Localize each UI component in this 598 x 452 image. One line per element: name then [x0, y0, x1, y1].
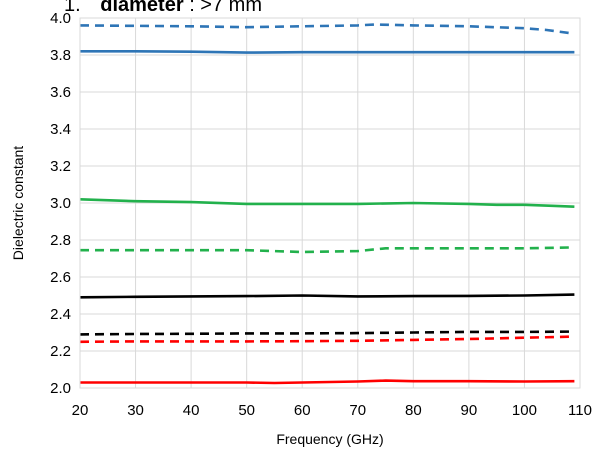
x-tick-label: 110 [568, 402, 592, 419]
y-tick-label: 2.0 [50, 380, 71, 397]
x-tick-label: 60 [294, 402, 311, 419]
y-tick-labels: 2.0 2.2 2.4 2.6 2.8 3.0 3.2 3.4 3.6 3.8 4.0 [50, 10, 71, 397]
y-tick-label: 3.2 [50, 158, 71, 175]
series-line-7 [79, 335, 575, 344]
y-tick-label: 2.4 [50, 306, 71, 323]
series-line-8 [80, 379, 575, 385]
series-line-5 [79, 293, 575, 299]
x-tick-label: 70 [349, 402, 366, 419]
x-tick-labels: 20 30 40 50 60 70 80 90 100 110 [72, 402, 592, 419]
series-line-4 [80, 246, 575, 254]
series-line-6 [79, 330, 575, 336]
header-rest: : >7 mm [189, 0, 262, 16]
x-tick-label: 50 [238, 402, 255, 419]
x-tick-label: 90 [461, 402, 478, 419]
y-tick-label: 3.0 [50, 195, 71, 212]
y-tick-label: 3.6 [50, 84, 71, 101]
y-tick-label: 3.8 [50, 47, 71, 64]
series-line-1 [79, 23, 575, 35]
x-tick-label: 40 [183, 402, 200, 419]
plot-frame [79, 17, 581, 389]
series-line-3 [79, 198, 575, 208]
header-fragment: 1. diameter : >7 mm [64, 0, 262, 16]
x-tick-label: 30 [127, 402, 144, 419]
y-axis-label: Dielectric constant [10, 146, 26, 260]
y-tick-label: 2.8 [50, 232, 71, 249]
y-tick-label: 3.4 [50, 121, 71, 138]
y-tick-label: 2.6 [50, 269, 71, 286]
series-line-2 [80, 49, 575, 54]
x-tick-label: 80 [405, 402, 422, 419]
x-tick-label: 100 [512, 402, 537, 419]
header-bold: diameter [100, 0, 184, 16]
x-axis-label: Frequency (GHz) [276, 431, 383, 447]
y-tick-label: 4.0 [50, 10, 71, 27]
x-tick-label: 20 [72, 402, 89, 419]
header-number: 1. [64, 0, 81, 16]
y-tick-label: 2.2 [50, 343, 71, 360]
series-layer [79, 23, 575, 385]
